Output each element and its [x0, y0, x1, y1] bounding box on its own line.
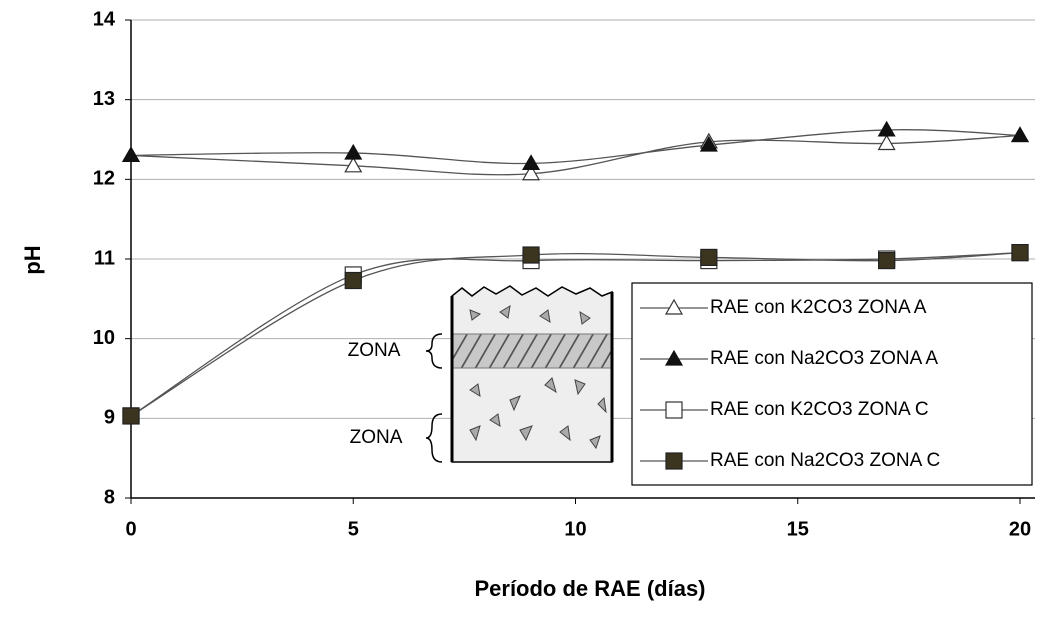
legend-label: RAE con Na2CO3 ZONA C: [710, 450, 940, 471]
data-point: [699, 135, 718, 152]
data-point: [122, 407, 140, 425]
y-tick-label: 10: [93, 327, 115, 349]
y-tick-label: 13: [93, 88, 115, 110]
x-axis-label: Período de RAE (días): [474, 576, 705, 601]
inset-diagram: [425, 285, 614, 463]
data-point: [700, 248, 718, 267]
data-point: [121, 146, 141, 163]
annotation: ZONA: [350, 427, 403, 448]
y-tick-label: 11: [94, 247, 115, 269]
data-point: [877, 134, 896, 151]
y-axis-label: pH: [20, 245, 45, 274]
data-point: [344, 143, 363, 160]
legend-marker: [664, 298, 684, 315]
y-tick-label: 12: [93, 168, 115, 190]
x-tick-label: 20: [1009, 518, 1031, 540]
x-tick-label: 10: [564, 518, 586, 540]
legend-label: RAE con Na2CO3 ZONA A: [710, 348, 938, 369]
x-tick-label: 15: [787, 518, 809, 540]
legend: RAE con K2CO3 ZONA A RAE con Na2CO3 ZONA …: [631, 282, 1033, 486]
legend-marker: [665, 452, 683, 470]
data-point: [522, 246, 540, 264]
data-point: [877, 120, 896, 137]
y-tick-label: 9: [104, 407, 115, 429]
data-point: [522, 164, 541, 181]
x-tick-label: 0: [125, 518, 136, 540]
data-point: [344, 271, 362, 290]
data-point: [522, 154, 541, 170]
data-point: [878, 251, 896, 270]
data-point: [344, 156, 363, 173]
data-point: [1011, 244, 1029, 262]
y-tick-label: 8: [104, 486, 115, 508]
x-tick-label: 5: [348, 518, 359, 540]
legend-marker: [664, 349, 684, 366]
annotation: ZONA: [348, 340, 401, 361]
data-point: [1010, 126, 1030, 143]
legend-box: [631, 282, 1033, 486]
legend-marker: [665, 401, 683, 419]
y-tick-label: 14: [93, 8, 116, 30]
legend-label: RAE con K2CO3 ZONA C: [710, 399, 929, 420]
legend-label: RAE con K2CO3 ZONA A: [710, 297, 927, 318]
